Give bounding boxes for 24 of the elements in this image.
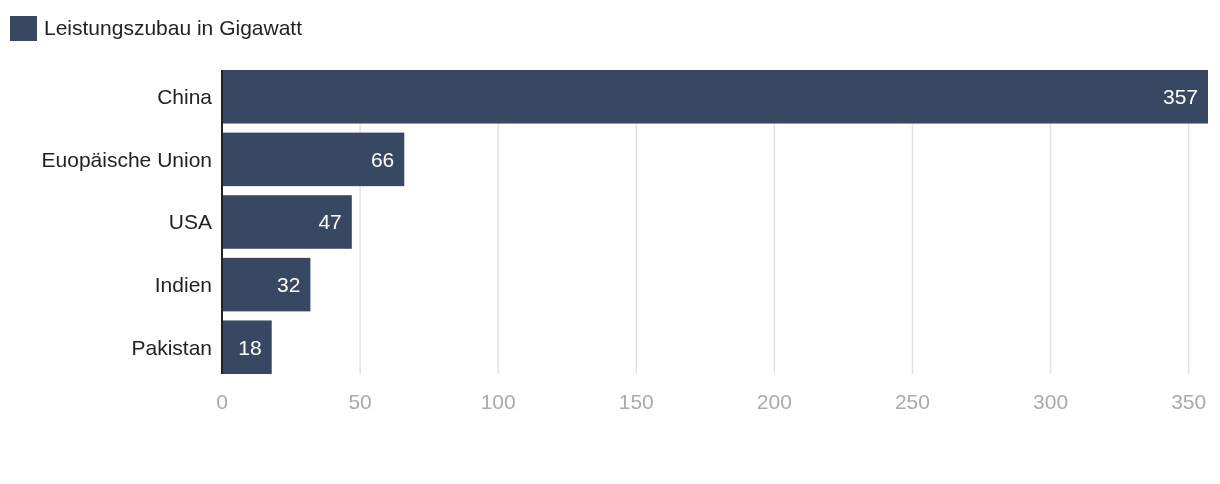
bar bbox=[222, 70, 1208, 124]
data-label: 47 bbox=[318, 210, 342, 234]
legend-label: Leistungszubau in Gigawatt bbox=[44, 16, 303, 40]
x-tick-label: 250 bbox=[894, 390, 930, 413]
x-tick-label: 50 bbox=[348, 390, 372, 413]
bar bbox=[222, 257, 311, 312]
y-tick-label: Pakistan bbox=[131, 335, 212, 359]
data-label: 66 bbox=[370, 147, 395, 171]
data-label: 357 bbox=[1162, 85, 1198, 109]
data-label: 18 bbox=[238, 335, 262, 359]
data-label: 32 bbox=[277, 272, 301, 296]
x-tick-label: 300 bbox=[1033, 390, 1069, 413]
x-tick-label: 0 bbox=[216, 390, 228, 413]
y-tick-label: Indien bbox=[154, 272, 212, 296]
x-tick-label: 100 bbox=[480, 390, 516, 413]
y-tick-label: USA bbox=[168, 210, 212, 234]
bar bbox=[222, 132, 405, 187]
x-tick-label: 150 bbox=[618, 390, 654, 413]
y-tick-label: China bbox=[157, 85, 213, 109]
bar bbox=[222, 320, 272, 374]
x-tick-label: 350 bbox=[1171, 390, 1207, 413]
x-tick-label: 200 bbox=[756, 390, 792, 413]
bar bbox=[222, 195, 352, 249]
y-tick-label: Euopäische Union bbox=[41, 147, 212, 171]
